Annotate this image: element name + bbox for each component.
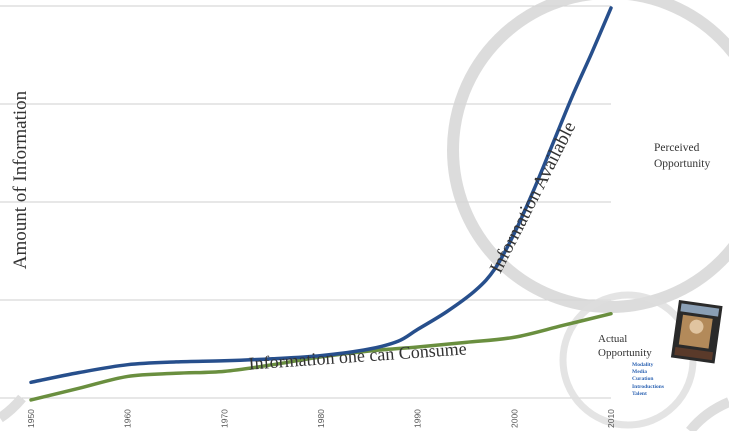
x-tick-1960: 1960 — [123, 409, 133, 428]
actual-line-1: Actual — [598, 333, 628, 345]
opportunity-item-talent: Talent — [632, 390, 647, 397]
x-tick-1980: 1980 — [316, 409, 326, 428]
actual-line-2: Opportunity — [598, 347, 652, 359]
corner-arc-right — [686, 397, 729, 431]
gridlines — [0, 5, 611, 399]
opportunity-item-media: Media — [632, 369, 647, 376]
perceived-line-1: Perceived — [654, 142, 700, 154]
opportunity-item-curation: Curation — [632, 376, 654, 383]
x-tick-1950: 1950 — [26, 409, 36, 428]
x-tick-2000: 2000 — [509, 409, 519, 428]
x-tick-labels: 1950 1960 1970 1980 1990 2000 2010 — [26, 409, 616, 428]
corner-arc-left — [0, 394, 26, 423]
perceived-opportunity-label: Perceived Opportunity — [654, 140, 710, 172]
series-line-information-available — [29, 6, 613, 385]
series-lines — [29, 6, 613, 402]
opportunity-item-introductions: Introductions — [632, 383, 664, 390]
actual-opportunity-label: Actual Opportunity — [598, 332, 652, 360]
x-tick-1970: 1970 — [219, 409, 229, 428]
opportunity-item-modality: Modality — [632, 362, 654, 368]
perceived-opportunity-circle — [447, 0, 729, 313]
opportunity-list: Modality Media Curation Introductions Ta… — [632, 362, 664, 398]
magazine-thumbnail — [670, 300, 723, 364]
y-axis-label: Amount of Information — [10, 90, 31, 270]
x-tick-1990: 1990 — [413, 409, 423, 428]
actual-opportunity-circle — [559, 291, 697, 429]
series-label-available: Information Available — [486, 118, 580, 276]
x-tick-2010: 2010 — [606, 409, 616, 428]
perceived-line-2: Opportunity — [654, 158, 711, 170]
series-label-consume: Information one can Consume — [248, 338, 467, 373]
